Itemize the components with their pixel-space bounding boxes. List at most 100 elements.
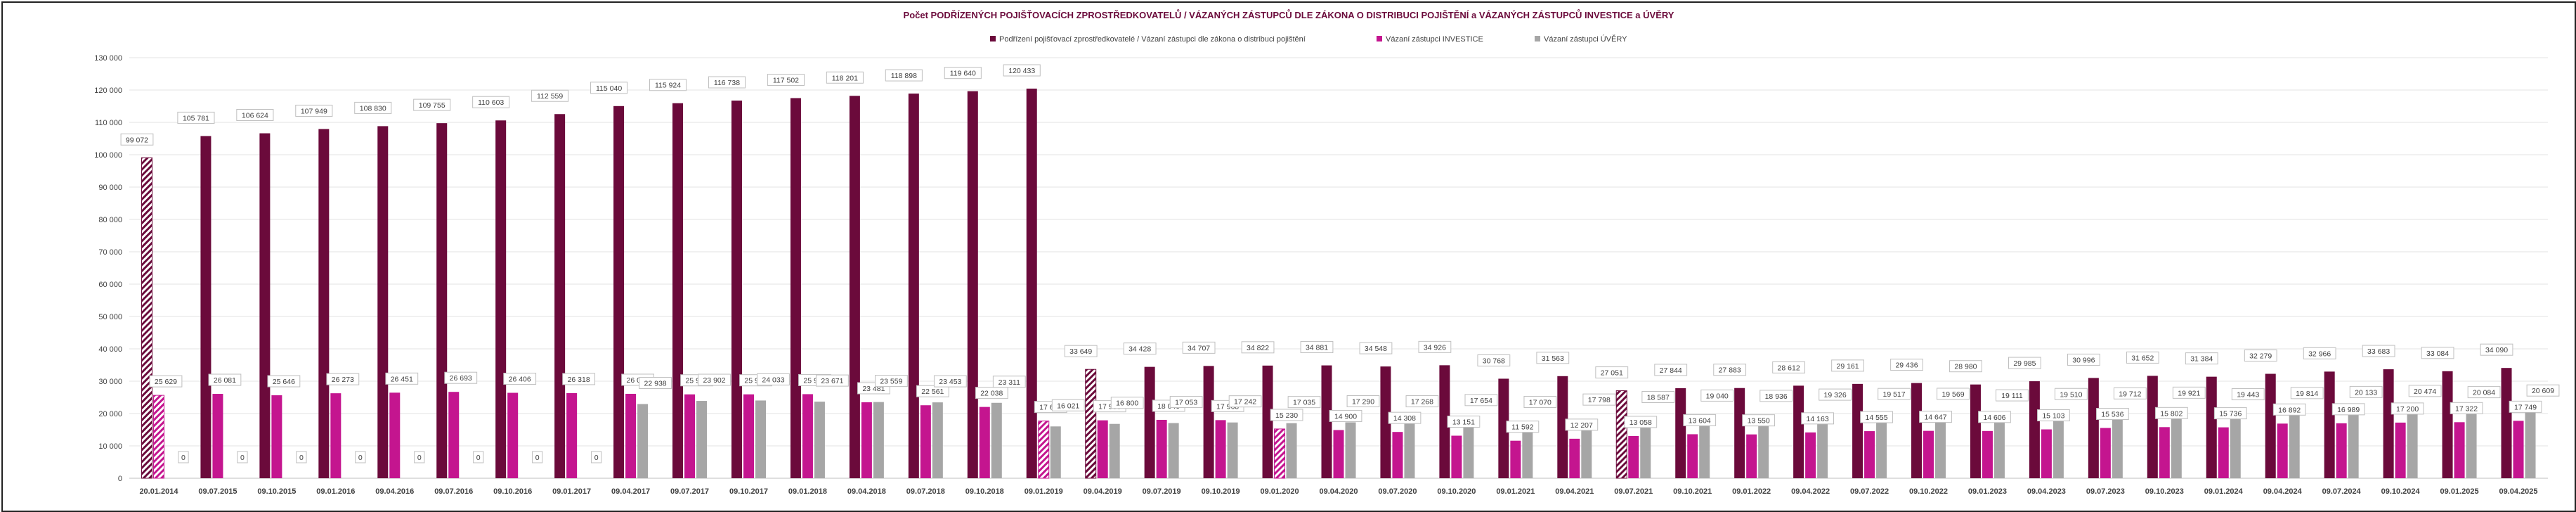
data-label-box (2037, 409, 2070, 422)
data-label: 116 738 (714, 79, 740, 87)
data-label: 16 989 (2337, 406, 2360, 414)
data-label-box (1978, 411, 2011, 423)
data-label: 13 550 (1748, 417, 1770, 425)
data-label-box (639, 376, 672, 389)
data-label: 105 781 (183, 114, 209, 122)
data-label-box (1582, 393, 1616, 406)
data-label-box (444, 371, 478, 384)
data-label: 115 040 (596, 84, 622, 93)
data-label: 14 308 (1393, 414, 1416, 423)
bar (1345, 422, 1356, 478)
bar (1864, 431, 1875, 478)
data-label: 17 798 (1588, 396, 1611, 404)
data-label: 22 561 (921, 388, 944, 396)
bar (1911, 383, 1923, 478)
data-label-box (2126, 351, 2159, 364)
bar (908, 94, 919, 478)
data-label: 0 (535, 454, 540, 462)
bar (672, 103, 684, 478)
bar (743, 394, 754, 478)
data-label: 17 242 (1234, 398, 1256, 407)
bar (1156, 419, 1167, 478)
bar (1876, 415, 1887, 478)
y-tick-label: 30 000 (98, 378, 122, 386)
data-label: 26 273 (332, 376, 354, 384)
bar (1746, 434, 1757, 478)
bar (1817, 416, 1828, 478)
legend-swatch (1535, 36, 1540, 41)
bar (2053, 415, 2064, 478)
data-label-box (816, 374, 849, 387)
bar (507, 392, 519, 478)
bar (1615, 390, 1627, 479)
bar (1038, 421, 1050, 479)
bar (2218, 427, 2229, 478)
bar (2265, 373, 2276, 478)
bar (200, 136, 212, 478)
data-label: 29 161 (1836, 362, 1859, 371)
bars (141, 89, 2536, 479)
data-label-box (1700, 389, 1734, 402)
data-label-box (2154, 407, 2188, 419)
data-label-box (120, 133, 154, 146)
bar (436, 123, 448, 478)
x-tick-label: 09.07.2023 (2086, 487, 2125, 496)
data-label-box (2272, 403, 2306, 416)
data-label-box (1536, 352, 1570, 364)
data-label-box (2450, 402, 2483, 414)
data-label-box (1169, 396, 1203, 409)
bar (2277, 423, 2288, 478)
x-tick-label: 09.04.2025 (2499, 487, 2537, 496)
bar (1451, 435, 1462, 478)
x-tick-label: 09.01.2022 (1732, 487, 1771, 496)
bar (731, 101, 742, 479)
data-label-box (590, 82, 628, 94)
data-label: 106 624 (242, 112, 268, 120)
data-label-box (1300, 341, 1334, 354)
bar (2088, 378, 2099, 478)
bar (1581, 421, 1592, 478)
data-label-box (2303, 347, 2336, 359)
data-label-box (2172, 386, 2206, 399)
data-label-box (1831, 359, 1864, 372)
data-label-box (826, 71, 864, 84)
data-label-box (975, 387, 1008, 399)
bar (2501, 368, 2512, 478)
bar (1852, 383, 1863, 478)
bar (979, 407, 990, 478)
bar (377, 126, 389, 478)
data-label: 0 (594, 454, 599, 462)
data-label-box (1418, 340, 1452, 353)
data-label-box (1624, 416, 1658, 428)
bar (2029, 381, 2040, 478)
data-label-box (1759, 390, 1793, 402)
data-label-box (236, 109, 274, 122)
bar (1923, 430, 1934, 478)
data-label-box (2467, 386, 2501, 399)
bar (2442, 371, 2453, 478)
bar (861, 402, 872, 478)
x-tick-label: 09.07.2015 (198, 487, 237, 496)
bar (259, 133, 271, 478)
bar (1522, 423, 1533, 478)
data-label-box (1359, 342, 1393, 354)
x-tick-label: 09.10.2018 (965, 487, 1004, 496)
bar (1510, 440, 1521, 478)
bar (2525, 411, 2536, 478)
data-label-box (708, 76, 746, 89)
bar (1982, 430, 1993, 478)
bar (991, 402, 1002, 478)
data-label: 17 268 (1411, 398, 1433, 407)
x-tick-label: 09.04.2021 (1555, 487, 1594, 496)
bar (1404, 422, 1415, 478)
data-label: 119 640 (950, 70, 976, 78)
data-label: 22 938 (644, 379, 667, 388)
x-tick-label: 09.01.2025 (2440, 487, 2479, 496)
data-label-box (874, 375, 908, 388)
data-label-box (1123, 343, 1157, 355)
x-tick-label: 20.01.2014 (139, 487, 178, 496)
data-label: 0 (181, 454, 186, 462)
data-label: 18 587 (1647, 393, 1670, 402)
x-tick-label: 09.10.2024 (2381, 487, 2421, 496)
data-label: 19 326 (1824, 391, 1847, 399)
